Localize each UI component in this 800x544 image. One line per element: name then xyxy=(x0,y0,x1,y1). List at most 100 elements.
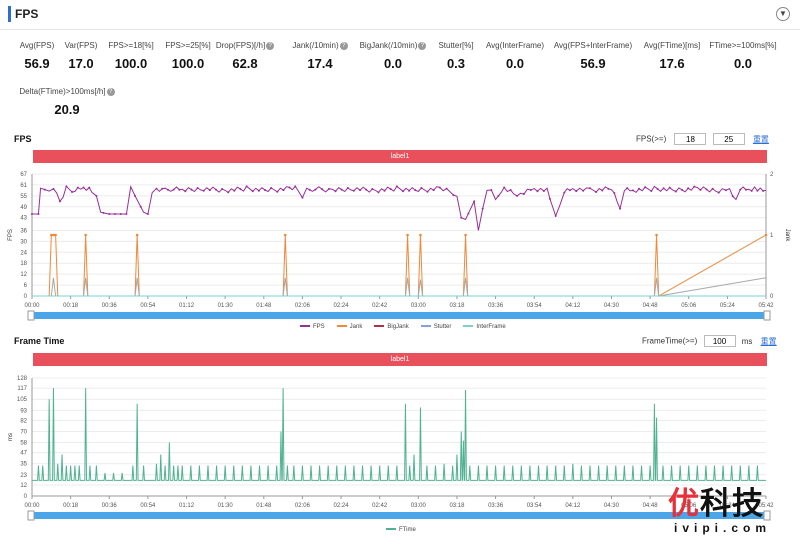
fps-point xyxy=(497,194,500,197)
x-tick-label: 01:48 xyxy=(256,303,272,309)
jank-point xyxy=(406,233,409,237)
chevron-down-icon[interactable]: ▼ xyxy=(776,7,790,21)
fps-point xyxy=(377,191,380,194)
help-icon[interactable]: ? xyxy=(339,41,348,50)
stat-label: Avg(FTime)[ms] xyxy=(622,41,722,50)
fps-legend: FPS Jank BigJank Stutter InterFrame xyxy=(294,324,512,330)
fps-point xyxy=(687,187,690,190)
fps-point xyxy=(276,190,279,193)
stat-value: 20.9 xyxy=(54,102,80,117)
fps-point xyxy=(536,190,539,193)
fps-point xyxy=(146,213,149,216)
x-tick-label: 04:48 xyxy=(643,303,659,309)
fps-point xyxy=(102,211,105,214)
x-tick-label: 00:36 xyxy=(102,303,118,309)
stat-label-text: FPS>=18[%] xyxy=(108,41,154,50)
fps-point xyxy=(37,213,40,216)
x-tick-label: 04:30 xyxy=(604,303,620,309)
slider-handle-right[interactable] xyxy=(763,310,771,321)
legend-swatch xyxy=(300,325,310,328)
help-icon[interactable]: ? xyxy=(266,41,275,50)
legend-item[interactable]: InterFrame xyxy=(463,324,506,330)
legend-swatch xyxy=(386,528,396,531)
range-slider[interactable] xyxy=(32,312,766,319)
legend-item[interactable]: FPS xyxy=(300,324,325,330)
stat-item: Var(FPS) 17.0 xyxy=(31,41,131,71)
x-tick-label: 01:12 xyxy=(179,303,195,309)
frametime-chart: 0 12 23 35 47 58 70 82 93 105 117 128 00:00 00:18 00:3… xyxy=(8,376,774,521)
stat-label-text: Stutter[%] xyxy=(438,41,474,50)
fps-point xyxy=(301,196,304,199)
fps-point xyxy=(739,188,742,191)
help-icon[interactable]: ? xyxy=(106,87,115,96)
fps-point xyxy=(328,187,331,190)
x-tick-label: 03:36 xyxy=(488,503,504,509)
fps-point xyxy=(717,191,720,194)
fps-label-bar: label1 xyxy=(33,150,767,163)
fps-point xyxy=(371,188,374,191)
fps-point xyxy=(554,214,557,217)
y-tick-label: 18 xyxy=(20,261,27,267)
fps-point xyxy=(750,189,753,192)
x-tick-label: 05:42 xyxy=(758,303,774,309)
y-tick-label: 24 xyxy=(20,250,27,256)
fps-threshold-input-1[interactable] xyxy=(674,133,707,145)
legend-item[interactable]: FTime xyxy=(386,527,416,533)
frametime-reset-link[interactable]: 重置 xyxy=(760,336,777,346)
fps-point xyxy=(762,189,765,192)
x-tick-label: 04:12 xyxy=(565,503,581,509)
stat-value: 0.0 xyxy=(383,56,403,71)
x-tick-label: 05:06 xyxy=(681,303,697,309)
x-tick-label: 00:18 xyxy=(63,303,79,309)
fps-point xyxy=(631,189,634,192)
x-tick-label: 03:18 xyxy=(449,303,465,309)
page-title: FPS xyxy=(15,7,39,21)
fps-reset-link[interactable]: 重置 xyxy=(752,134,769,144)
y-axis-label: ms xyxy=(8,433,14,441)
fps-point xyxy=(365,188,368,191)
fps-point xyxy=(644,186,647,189)
slider-handle-right[interactable] xyxy=(763,510,771,521)
x-tick-label: 00:54 xyxy=(140,303,156,309)
legend-item[interactable]: Stutter xyxy=(420,324,451,330)
fps-point xyxy=(542,190,545,193)
fps-point xyxy=(509,189,512,192)
slider-handle-left[interactable] xyxy=(27,510,35,521)
fps-point xyxy=(662,187,665,190)
fps-point xyxy=(82,186,85,189)
y-tick-label: 0 xyxy=(24,294,28,300)
y-tick-label: 93 xyxy=(20,408,27,414)
stat-label: Delta(FTime)>100ms[/h]? xyxy=(17,87,117,96)
stat-label-text: FTime>=100ms[%] xyxy=(709,41,777,50)
frametime-threshold-input[interactable] xyxy=(703,335,736,347)
stat-value: 17.4 xyxy=(307,56,333,71)
fps-point xyxy=(52,187,55,190)
fps-point xyxy=(71,190,74,193)
fps-threshold-input-2[interactable] xyxy=(712,133,745,145)
help-icon[interactable]: ? xyxy=(418,41,427,50)
x-tick-label: 04:30 xyxy=(604,503,620,509)
fps-point xyxy=(548,197,551,200)
jank-point xyxy=(84,233,87,237)
fps-section-title: FPS xyxy=(14,134,32,144)
x-tick-label: 02:42 xyxy=(372,503,388,509)
fps-point xyxy=(346,186,349,189)
fps-point xyxy=(756,189,759,192)
fps-point xyxy=(705,188,708,191)
x-tick-label: 00:36 xyxy=(102,503,118,509)
fps-point xyxy=(166,188,169,191)
fps-point xyxy=(76,186,79,189)
fps-point xyxy=(674,190,677,193)
y-tick-label: 43 xyxy=(20,216,27,222)
legend-item[interactable]: BigJank xyxy=(374,324,409,330)
stat-label: Var(FPS) xyxy=(31,41,131,50)
x-tick-label: 03:00 xyxy=(411,503,427,509)
slider-handle-left[interactable] xyxy=(27,310,35,321)
fps-point xyxy=(88,186,91,189)
legend-item[interactable]: Jank xyxy=(336,324,362,330)
fps-point xyxy=(340,188,343,191)
stat-label: BigJank(/10min)? xyxy=(343,41,443,50)
range-slider[interactable] xyxy=(32,512,766,519)
y-tick-label: 0 xyxy=(24,494,28,500)
fps-point xyxy=(414,189,417,192)
